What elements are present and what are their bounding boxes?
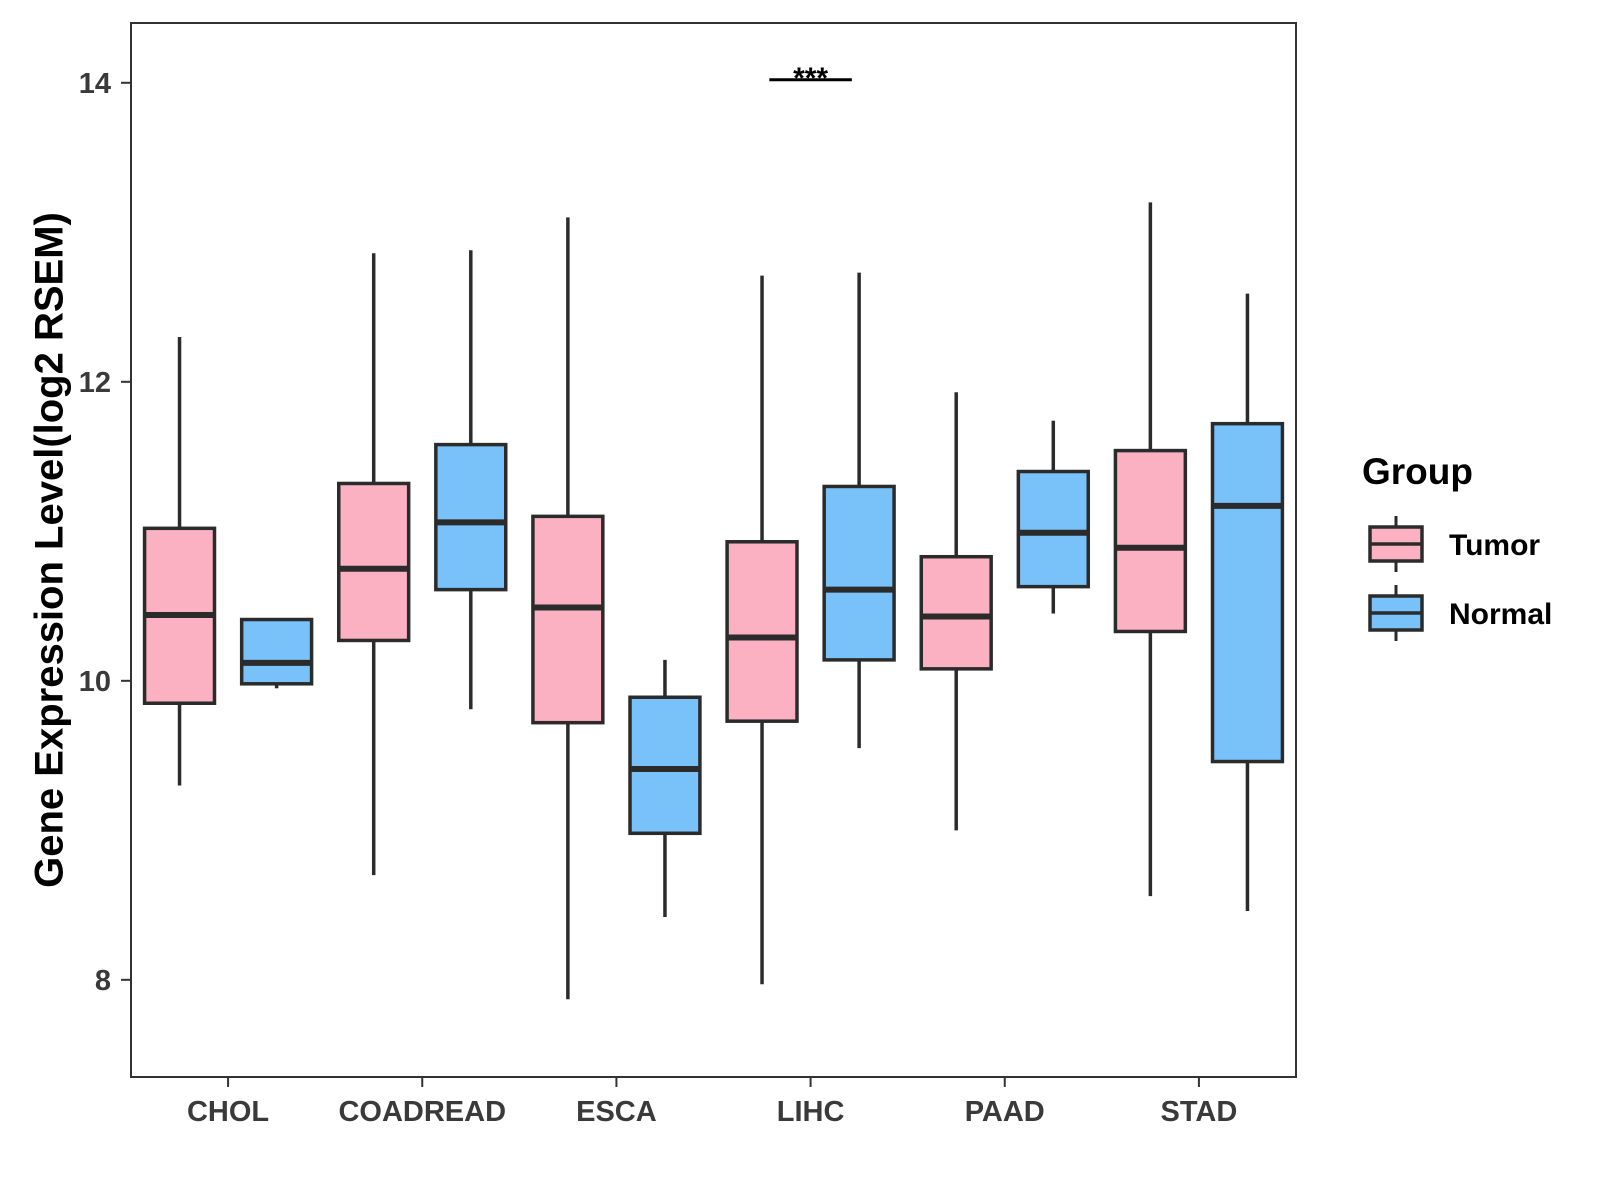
y-tick-label: 12: [79, 367, 111, 399]
x-tick-label: LIHC: [777, 1096, 845, 1128]
x-tick-label: CHOL: [187, 1096, 269, 1128]
legend-title: Group: [1362, 451, 1473, 492]
box-normal-paad: [1016, 420, 1090, 614]
y-tick-label: 10: [79, 666, 111, 698]
significance-label: ***: [793, 62, 828, 95]
box-normal-chol: [239, 617, 314, 689]
box-iqr: [239, 617, 314, 686]
x-tick-label: COADREAD: [338, 1096, 506, 1128]
box-tumor-stad: [1113, 202, 1188, 897]
box-tumor-lihc: [725, 275, 799, 985]
box-iqr: [531, 514, 605, 725]
box-iqr: [628, 695, 702, 836]
box-normal-esca: [628, 659, 702, 918]
box-normal-lihc: [822, 272, 896, 749]
legend-key-normal: [1368, 585, 1424, 641]
box-iqr: [822, 484, 896, 662]
box-iqr: [434, 442, 508, 592]
legend: Group Tumor Normal: [1362, 451, 1552, 641]
box-tumor-coadread: [337, 253, 411, 876]
legend-key-tumor: [1368, 516, 1424, 572]
box-tumor-esca: [531, 217, 605, 1000]
y-axis-title: Gene Expression Level(log2 RSEM): [28, 212, 72, 888]
x-tick-label: STAD: [1161, 1096, 1238, 1128]
series-tumor: [142, 202, 1188, 1000]
x-axis: CHOL COADREAD ESCA LIHC PAAD STAD: [187, 1077, 1237, 1128]
box-iqr: [1016, 469, 1090, 589]
legend-label-tumor: Tumor: [1449, 529, 1540, 562]
x-tick-label: PAAD: [965, 1096, 1045, 1128]
x-tick-label: ESCA: [576, 1096, 657, 1128]
box-iqr: [725, 540, 799, 723]
box-tumor-paad: [919, 392, 993, 831]
box-normal-stad: [1210, 293, 1285, 912]
box-tumor-chol: [142, 336, 217, 786]
box-normal-coadread: [434, 250, 508, 710]
box-iqr: [1210, 421, 1285, 764]
box-iqr: [1113, 448, 1188, 634]
legend-label-normal: Normal: [1449, 598, 1552, 631]
y-tick-label: 14: [79, 68, 111, 100]
box-iqr: [919, 554, 993, 671]
box-iqr: [337, 481, 411, 643]
boxes-layer: [142, 202, 1285, 1000]
plot-panel-border: [130, 22, 1297, 1078]
y-tick-label: 8: [95, 965, 111, 997]
annotations-layer: ***: [769, 62, 852, 95]
series-normal: [239, 250, 1285, 918]
y-axis: 8 10 12 14: [79, 68, 131, 997]
